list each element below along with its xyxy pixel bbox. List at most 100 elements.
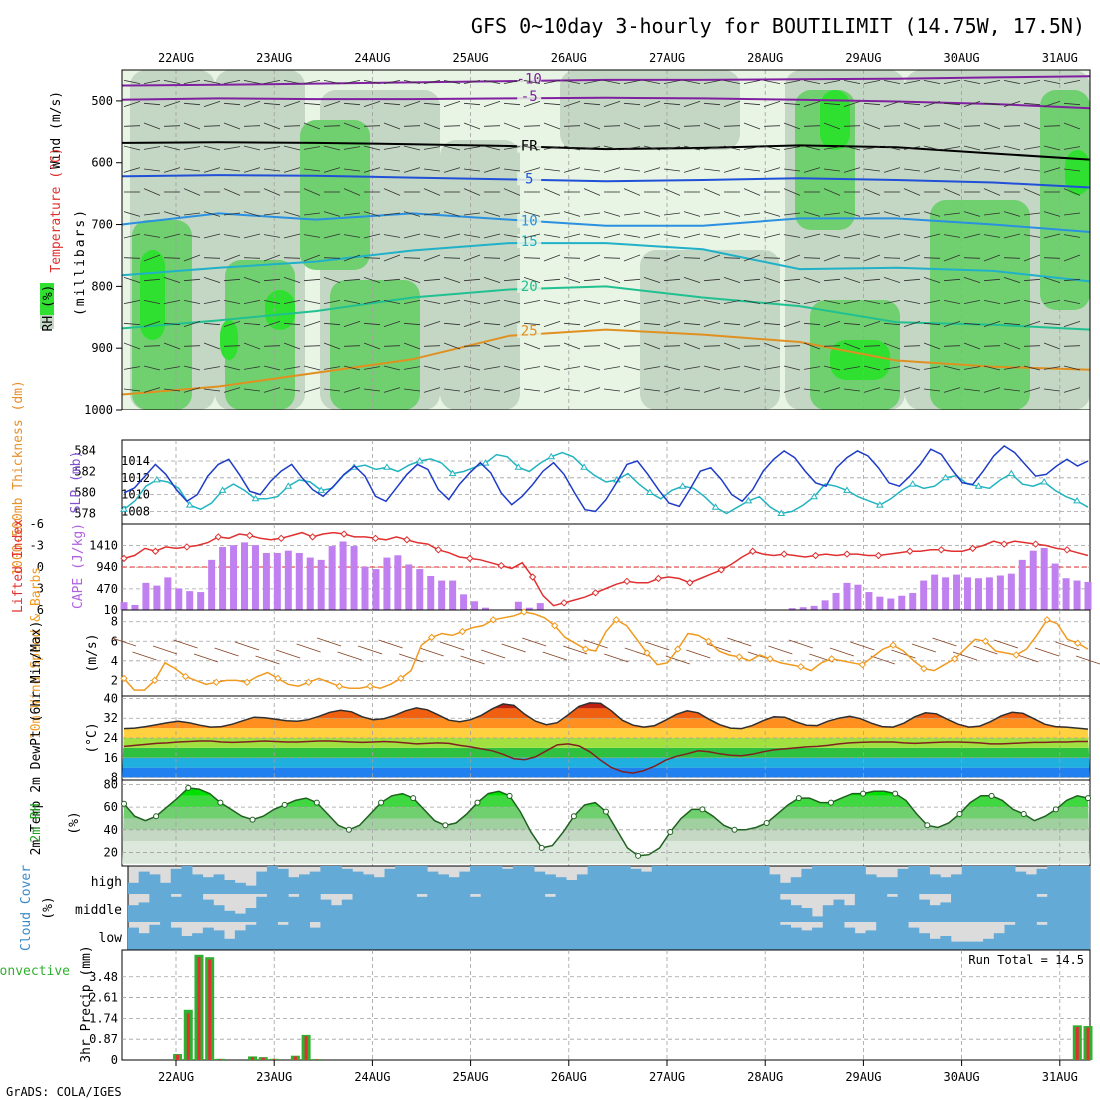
- temperature-plot: 40 32 24 16 8: [104, 691, 1090, 785]
- barb-145: [303, 299, 321, 305]
- li-tick-0: 0: [37, 560, 44, 574]
- wind-panel: 8 6 4 2 10m Wind Speed & Barbs (m/s): [29, 567, 1100, 739]
- barb-312: [523, 342, 541, 350]
- barb-679: [1023, 168, 1041, 172]
- barb-538: [823, 365, 841, 371]
- barb-457: [723, 233, 741, 239]
- cape-bar-33: [482, 607, 489, 610]
- cape-bar-11: [241, 542, 248, 610]
- rh-point-84: [1020, 810, 1027, 817]
- barb-58: [183, 365, 201, 371]
- cape-bar-31: [460, 594, 468, 610]
- thickness-tick-582: 582: [74, 465, 96, 479]
- barb-84: [223, 278, 241, 282]
- barb-459: [723, 276, 741, 284]
- cloud-low-bar-67: [844, 927, 856, 950]
- temp-tick-32: 32: [104, 711, 118, 725]
- barb-531: [823, 212, 841, 216]
- barb-675: [1023, 79, 1041, 85]
- barb-104: [243, 388, 261, 392]
- barb-354: [583, 278, 601, 282]
- footer-credit: GrADS: COLA/IGES: [6, 1085, 122, 1099]
- barb-715: [1063, 299, 1081, 305]
- barb-659: [983, 387, 1001, 393]
- barb-216: [403, 211, 421, 217]
- barb-550: [843, 299, 861, 305]
- contour-label-25: 25: [521, 324, 538, 340]
- barb-14: [123, 388, 141, 392]
- cape-bar-23: [372, 569, 380, 610]
- barb-233: [423, 254, 441, 262]
- barb-148: [303, 365, 321, 371]
- cloud-high-bar-60: [769, 874, 781, 894]
- barb-18: [143, 146, 161, 150]
- temp-band-6: [122, 708, 1090, 719]
- barb-419: [663, 387, 681, 393]
- barb-88: [223, 365, 241, 371]
- cloud-middle-bar-45: [609, 894, 620, 922]
- barb-408: [663, 146, 681, 150]
- cape-bar-70: [887, 598, 895, 610]
- cloud-high-bar-33: [480, 866, 492, 894]
- cloud-low-bar-70: [876, 922, 888, 950]
- barb-304: [523, 167, 541, 173]
- wind-speed-point-12: [243, 678, 251, 687]
- barb-498: [783, 146, 801, 150]
- cloud-low-bar-81: [993, 933, 1005, 950]
- barb-519: [803, 276, 821, 284]
- barb-560: [863, 188, 881, 196]
- thickness-point-48: [645, 488, 654, 495]
- barb-337: [563, 233, 581, 239]
- cape-bar-79: [985, 577, 993, 610]
- rh-point-54: [699, 806, 706, 813]
- barb-448: [703, 365, 721, 371]
- wind-barb-42: [542, 651, 567, 661]
- rh-axis-label: RH (%): [41, 285, 56, 332]
- barb-112: [263, 234, 281, 238]
- temperature-units-label: (°C): [85, 722, 100, 753]
- cloud-middle-bar-23: [373, 894, 385, 922]
- lifted-index-point-33: [466, 554, 474, 563]
- slp-tick-1012: 1012: [121, 471, 150, 485]
- barb-255: [463, 79, 481, 85]
- barb-591: [903, 212, 921, 216]
- wind-tick-4: 4: [111, 654, 118, 668]
- wind-speed-point-48: [612, 616, 620, 624]
- barb-311: [523, 322, 541, 326]
- lifted-index-point-18: [308, 533, 317, 541]
- cloud-low-bar-48: [641, 922, 653, 950]
- barb-228: [423, 146, 441, 150]
- cape-bar-62: [799, 607, 807, 610]
- thickness-point-42: [580, 463, 588, 470]
- temp-tick-24: 24: [104, 731, 118, 745]
- cloud-low-bar-5: [181, 936, 193, 950]
- barb-141: [303, 212, 321, 216]
- barb-166: [343, 102, 361, 106]
- cloud-low-bar-82: [1004, 924, 1016, 950]
- barb-297: [503, 345, 521, 347]
- barb-460: [723, 299, 741, 305]
- rh-region-15: [1040, 90, 1090, 310]
- barb-377: [623, 122, 641, 130]
- barb-342: [563, 342, 581, 350]
- cloud-panel: high middle low Cloud Cover (%): [19, 865, 1091, 951]
- wind-barb-68: [809, 653, 834, 663]
- barb-157: [323, 233, 341, 239]
- barb-565: [863, 299, 881, 305]
- cloud-low-bar-72: [897, 922, 909, 950]
- pressure-label-800: 800: [91, 279, 113, 293]
- barb-39: [163, 276, 181, 284]
- wind-tick-8: 8: [111, 615, 118, 629]
- contour-label-bg-5: [517, 171, 542, 186]
- wind-barb-90: [1034, 647, 1060, 657]
- cape-bar-69: [876, 596, 884, 610]
- barb-567: [863, 345, 881, 347]
- cloud-middle-bar-34: [491, 894, 503, 922]
- cloud-middle-bar-38: [534, 894, 546, 922]
- cape-bar-87: [1073, 580, 1081, 610]
- rh-legend-grey: [40, 315, 54, 329]
- barb-557: [863, 122, 881, 130]
- barb-626: [943, 320, 961, 328]
- cloud-middle-bar-4: [170, 896, 182, 922]
